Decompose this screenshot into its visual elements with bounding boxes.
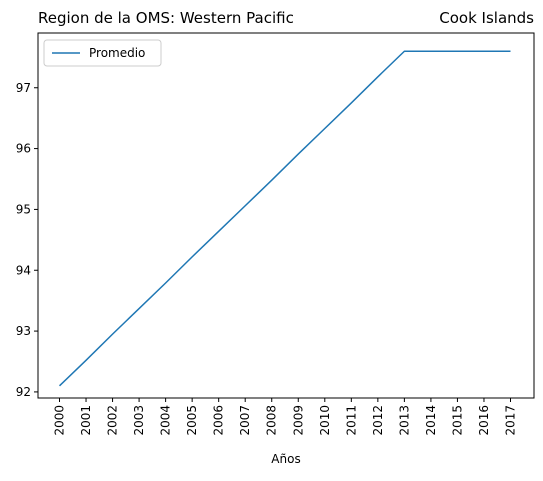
x-tick-label: 2008 bbox=[265, 405, 279, 436]
chart-title-right: Cook Islands bbox=[439, 9, 534, 27]
y-tick-label: 94 bbox=[16, 263, 31, 277]
x-tick-label: 2009 bbox=[291, 405, 305, 436]
x-tick-label: 2001 bbox=[79, 405, 93, 436]
x-tick-label: 2015 bbox=[450, 405, 464, 436]
y-tick-label: 93 bbox=[16, 324, 31, 338]
y-tick-label: 96 bbox=[16, 142, 31, 156]
x-tick-label: 2016 bbox=[477, 405, 491, 436]
x-axis-label: Años bbox=[271, 452, 300, 466]
chart-title-left: Region de la OMS: Western Pacific bbox=[38, 9, 294, 27]
x-tick-label: 2010 bbox=[318, 405, 332, 436]
x-tick-label: 2002 bbox=[106, 405, 120, 436]
x-tick-label: 2011 bbox=[344, 405, 358, 436]
x-tick-label: 2006 bbox=[212, 405, 226, 436]
x-tick-label: 2005 bbox=[185, 405, 199, 436]
y-tick-label: 97 bbox=[16, 81, 31, 95]
x-tick-label: 2000 bbox=[53, 405, 67, 436]
x-tick-label: 2012 bbox=[371, 405, 385, 436]
x-tick-label: 2004 bbox=[159, 405, 173, 436]
x-tick-label: 2013 bbox=[397, 405, 411, 436]
x-tick-label: 2014 bbox=[424, 405, 438, 436]
legend: Promedio bbox=[43, 39, 162, 67]
y-tick-label: 95 bbox=[16, 202, 31, 216]
x-tick-label: 2017 bbox=[504, 405, 518, 436]
plot-frame bbox=[37, 32, 535, 399]
legend-label: Promedio bbox=[89, 46, 145, 60]
series-line bbox=[58, 50, 511, 387]
x-tick-label: 2007 bbox=[238, 405, 252, 436]
x-tick-label: 2003 bbox=[132, 405, 146, 436]
y-tick-label: 92 bbox=[16, 385, 31, 399]
